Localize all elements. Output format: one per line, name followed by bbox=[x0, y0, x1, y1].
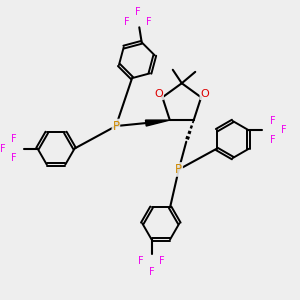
Text: F: F bbox=[146, 17, 152, 27]
Text: F: F bbox=[281, 125, 286, 135]
Text: F: F bbox=[270, 135, 275, 145]
Polygon shape bbox=[146, 120, 170, 126]
Text: F: F bbox=[270, 116, 275, 126]
Text: O: O bbox=[154, 89, 163, 99]
Text: F: F bbox=[0, 143, 5, 154]
Text: F: F bbox=[159, 256, 165, 266]
Text: O: O bbox=[200, 89, 209, 99]
Text: P: P bbox=[175, 163, 182, 176]
Text: F: F bbox=[11, 153, 16, 163]
Text: F: F bbox=[11, 134, 16, 144]
Text: P: P bbox=[112, 120, 119, 133]
Text: F: F bbox=[138, 256, 144, 266]
Text: F: F bbox=[149, 267, 154, 277]
Text: F: F bbox=[124, 17, 130, 27]
Text: F: F bbox=[135, 7, 141, 17]
